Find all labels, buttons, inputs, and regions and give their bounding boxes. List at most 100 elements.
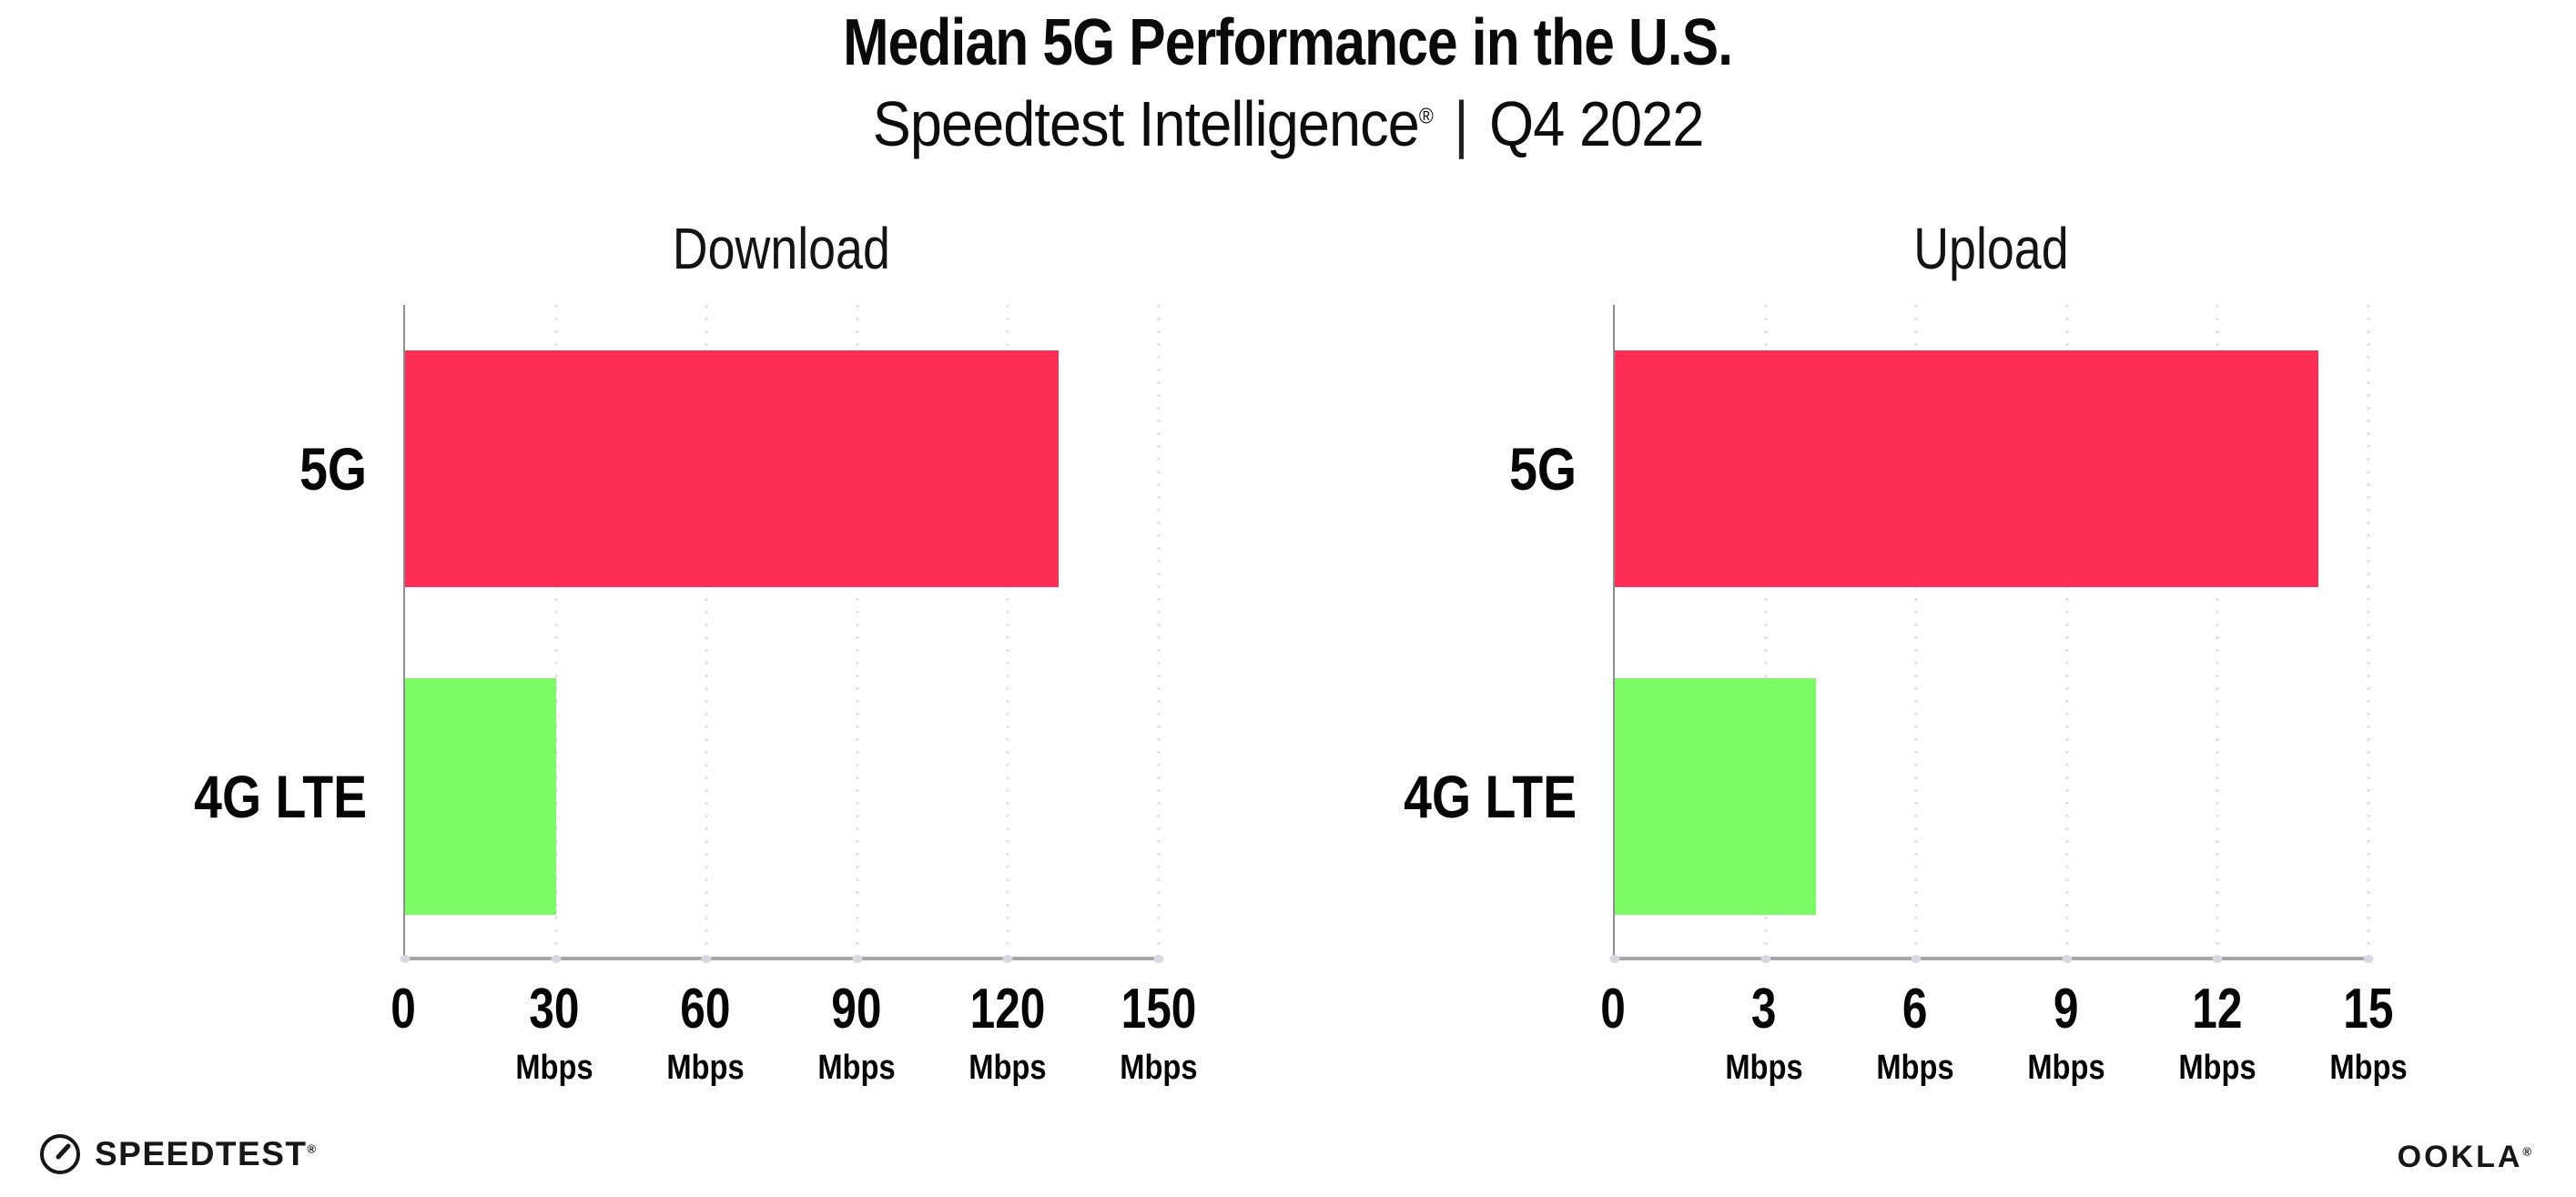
- download-tick-unit-text-60: Mbps: [666, 1049, 745, 1087]
- bar-4g-lte-download: [405, 678, 556, 915]
- upload-tick-0: 0: [1597, 981, 1628, 1038]
- download-axis-tick-dot-60: [701, 955, 712, 963]
- upload-tick-unit-text-6: Mbps: [1876, 1049, 1954, 1087]
- download-chart-title: Download: [403, 215, 1159, 282]
- upload-axis-tick-dot-6: [1911, 955, 1922, 963]
- download-tick-value-text-30: 30: [529, 978, 580, 1040]
- download-gridline-30: [554, 305, 558, 957]
- download-category-label-text-4g-lte: 4G LTE: [194, 763, 367, 830]
- download-chart: Download 5G 4G LTE 0 30 Mbps 60 Mbps 90 Mbps 120…: [194, 0, 1198, 1197]
- subtitle-brand: Speedtest Intelligence: [872, 88, 1420, 159]
- upload-tick-value-6: 6: [1870, 981, 1960, 1038]
- download-tick-120: 120 Mbps: [960, 981, 1054, 1087]
- download-tick-value-150: 150: [1111, 981, 1205, 1038]
- bar-5g-download: [405, 350, 1059, 587]
- download-x-axis-ticks: 0 30 Mbps 60 Mbps 90 Mbps 120 Mbps 150 Mbps: [390, 978, 1197, 1127]
- download-tick-unit-text-90: Mbps: [817, 1049, 896, 1087]
- upload-gridline-9: [2065, 305, 2069, 957]
- upload-category-label-5g: 5G: [1496, 434, 1577, 503]
- upload-tick-value-3: 3: [1719, 981, 1809, 1038]
- speedtest-trademark: ®: [307, 1141, 318, 1156]
- upload-tick-value-9: 9: [2021, 981, 2111, 1038]
- upload-plot-area: 5G 4G LTE: [1404, 305, 2374, 963]
- upload-tick-unit-12: Mbps: [2172, 1050, 2262, 1085]
- upload-gridline-12: [2216, 305, 2219, 957]
- upload-gridline-15: [2367, 305, 2370, 957]
- download-tick-value-text-0: 0: [390, 978, 416, 1040]
- download-gridline-120: [1006, 305, 1009, 957]
- download-tick-value-text-60: 60: [680, 978, 731, 1040]
- ookla-logo: OOKLA®: [2398, 1140, 2534, 1175]
- download-tick-0: 0: [388, 981, 419, 1038]
- upload-tick-15: 15 Mbps: [2323, 978, 2413, 1086]
- upload-tick-unit-3: Mbps: [1719, 1050, 1809, 1085]
- speedtest-wordmark-text: SPEEDTEST: [95, 1135, 308, 1172]
- upload-tick-unit-text-3: Mbps: [1725, 1049, 1803, 1087]
- download-tick-value-0: 0: [388, 981, 419, 1038]
- registered-mark: ®: [1418, 104, 1434, 129]
- page-title-text: Median 5G Performance in the U.S.: [843, 6, 1733, 79]
- upload-category-label-text-5g: 5G: [1509, 435, 1577, 502]
- upload-tick-3: 3 Mbps: [1719, 981, 1809, 1086]
- bar-5g-upload: [1615, 350, 2318, 587]
- download-tick-unit-30: Mbps: [509, 1050, 599, 1085]
- upload-gridline-6: [1914, 305, 1918, 957]
- ookla-wordmark-text: OOKLA: [2397, 1140, 2523, 1174]
- download-gridline-150: [1157, 305, 1161, 957]
- upload-x-axis-ticks: 0 3 Mbps 6 Mbps 9 Mbps 12 Mbps 15 Mbps: [1600, 981, 2407, 1127]
- upload-tick-value-text-0: 0: [1600, 978, 1626, 1040]
- upload-tick-value-0: 0: [1597, 981, 1628, 1038]
- upload-axis-tick-dot-3: [1760, 955, 1771, 963]
- upload-chart-title-text: Upload: [1912, 216, 2069, 281]
- bar-4g-lte-upload: [1615, 678, 1816, 915]
- download-tick-value-60: 60: [660, 981, 750, 1038]
- download-tick-unit-60: Mbps: [660, 1050, 750, 1085]
- upload-axis-tick-dot-12: [2212, 955, 2223, 963]
- upload-tick-unit-9: Mbps: [2021, 1050, 2111, 1085]
- upload-tick-unit-text-15: Mbps: [2329, 1049, 2408, 1087]
- download-axis-tick-dot-150: [1153, 955, 1164, 963]
- download-tick-value-text-90: 90: [831, 978, 882, 1040]
- download-tick-value-120: 120: [960, 981, 1054, 1038]
- upload-tick-unit-text-12: Mbps: [2178, 1049, 2257, 1087]
- upload-tick-unit-15: Mbps: [2323, 1050, 2413, 1085]
- download-tick-unit-text-30: Mbps: [515, 1049, 593, 1087]
- download-chart-title-text: Download: [672, 216, 890, 281]
- download-axis-tick-dot-120: [1002, 955, 1013, 963]
- download-category-label-4g-lte: 4G LTE: [161, 762, 367, 831]
- download-tick-value-text-150: 150: [1121, 978, 1197, 1040]
- upload-tick-value-text-9: 9: [2054, 978, 2079, 1040]
- download-tick-unit-text-120: Mbps: [969, 1049, 1047, 1087]
- download-tick-value-text-120: 120: [969, 978, 1046, 1040]
- download-gridline-90: [856, 305, 859, 957]
- download-axis-tick-dot-0: [400, 955, 411, 963]
- upload-tick-value-text-3: 3: [1751, 978, 1777, 1040]
- upload-category-label-4g-lte: 4G LTE: [1371, 762, 1577, 831]
- upload-gridline-3: [1764, 305, 1768, 957]
- page-subtitle: Speedtest Intelligence® | Q4 2022: [0, 87, 2576, 160]
- download-category-label-text-5g: 5G: [299, 435, 367, 502]
- upload-tick-value-text-12: 12: [2192, 978, 2243, 1040]
- upload-axis-tick-dot-15: [2363, 955, 2374, 963]
- download-plot-area: 5G 4G LTE: [194, 305, 1164, 963]
- upload-chart: Upload 5G 4G LTE 0 3 Mbps 6 Mbps 9 Mbps 12 Mbps 15…: [1404, 0, 2408, 1197]
- download-axis-tick-dot-30: [551, 955, 562, 963]
- download-tick-value-30: 30: [509, 981, 599, 1038]
- page-subtitle-text: Speedtest Intelligence® | Q4 2022: [872, 87, 1705, 160]
- download-tick-unit-150: Mbps: [1111, 1050, 1205, 1085]
- speedtest-wordmark: SPEEDTEST®: [95, 1135, 318, 1173]
- ookla-registered-mark: ®: [2522, 1144, 2534, 1159]
- download-tick-150: 150 Mbps: [1111, 981, 1205, 1086]
- upload-tick-9: 9 Mbps: [2021, 981, 2111, 1086]
- upload-tick-unit-text-9: Mbps: [2027, 1049, 2105, 1087]
- download-category-label-5g: 5G: [287, 434, 367, 503]
- subtitle-period: Q4 2022: [1489, 88, 1704, 159]
- upload-tick-value-text-15: 15: [2343, 978, 2394, 1040]
- upload-tick-12: 12 Mbps: [2172, 981, 2262, 1086]
- upload-tick-value-12: 12: [2172, 981, 2262, 1038]
- download-tick-90: 90 Mbps: [811, 978, 901, 1087]
- upload-category-label-text-4g-lte: 4G LTE: [1404, 763, 1577, 830]
- upload-axis-tick-dot-0: [1609, 955, 1620, 963]
- upload-axis-tick-dot-9: [2062, 955, 2073, 963]
